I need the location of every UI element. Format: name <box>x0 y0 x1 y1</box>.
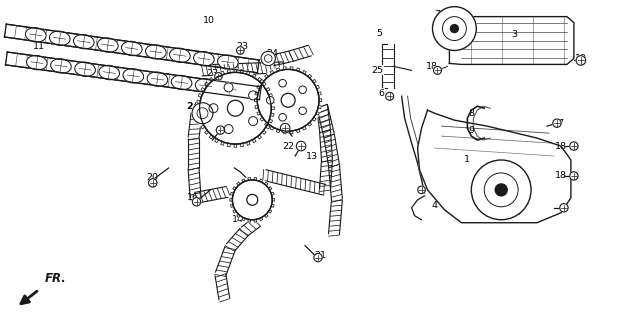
Text: 18: 18 <box>426 62 438 71</box>
Ellipse shape <box>195 79 216 93</box>
Ellipse shape <box>172 75 192 90</box>
Text: 21: 21 <box>314 251 326 260</box>
Text: 8: 8 <box>468 109 474 118</box>
Circle shape <box>495 184 507 196</box>
Ellipse shape <box>74 34 94 49</box>
Text: 23: 23 <box>207 69 218 78</box>
Text: 6: 6 <box>379 89 385 98</box>
Ellipse shape <box>75 62 95 76</box>
Circle shape <box>247 194 258 205</box>
Circle shape <box>570 172 578 180</box>
Text: 12: 12 <box>236 135 248 145</box>
Circle shape <box>193 197 201 206</box>
Circle shape <box>261 51 275 66</box>
Text: 24: 24 <box>194 106 207 115</box>
Circle shape <box>214 73 222 80</box>
Circle shape <box>192 103 213 124</box>
Circle shape <box>230 177 275 222</box>
Circle shape <box>209 104 218 113</box>
Circle shape <box>224 83 233 92</box>
Text: 15: 15 <box>205 119 216 128</box>
Text: 4: 4 <box>431 201 438 210</box>
Text: 14: 14 <box>232 215 244 224</box>
Circle shape <box>216 126 225 134</box>
Text: 20: 20 <box>147 173 159 183</box>
Ellipse shape <box>123 69 143 83</box>
Text: 22: 22 <box>282 142 294 150</box>
Text: 13: 13 <box>306 151 318 161</box>
Text: 9: 9 <box>468 126 474 135</box>
Circle shape <box>553 119 561 127</box>
Circle shape <box>570 142 578 150</box>
Circle shape <box>237 47 244 54</box>
Circle shape <box>279 80 286 87</box>
Ellipse shape <box>122 41 142 56</box>
Text: 16: 16 <box>186 193 198 202</box>
Circle shape <box>266 96 274 104</box>
Circle shape <box>433 7 476 51</box>
Circle shape <box>280 123 290 133</box>
Text: 23: 23 <box>236 42 248 51</box>
Ellipse shape <box>26 55 47 70</box>
Ellipse shape <box>51 59 71 73</box>
Circle shape <box>433 66 442 74</box>
Text: 22: 22 <box>292 116 304 125</box>
Circle shape <box>418 186 426 194</box>
Text: 10: 10 <box>202 16 214 25</box>
Ellipse shape <box>220 82 240 96</box>
Circle shape <box>224 125 233 134</box>
Ellipse shape <box>97 38 118 52</box>
Circle shape <box>196 69 275 147</box>
Text: 7: 7 <box>435 10 440 19</box>
Circle shape <box>248 117 257 126</box>
Text: 11: 11 <box>33 42 45 51</box>
Circle shape <box>299 86 307 93</box>
Polygon shape <box>449 17 574 65</box>
Text: 2: 2 <box>514 208 520 217</box>
Ellipse shape <box>193 52 214 66</box>
Ellipse shape <box>170 48 190 63</box>
Circle shape <box>281 93 295 107</box>
Text: 24: 24 <box>186 102 199 111</box>
Text: 18: 18 <box>555 142 567 150</box>
Ellipse shape <box>26 28 46 42</box>
Circle shape <box>451 24 458 32</box>
Text: 18: 18 <box>555 171 567 180</box>
Ellipse shape <box>218 55 238 69</box>
Text: 3: 3 <box>511 30 517 39</box>
Circle shape <box>471 160 531 220</box>
Circle shape <box>386 92 394 100</box>
Text: 25: 25 <box>372 66 384 75</box>
Text: 1: 1 <box>465 156 470 164</box>
Ellipse shape <box>49 31 70 45</box>
Text: 17: 17 <box>553 119 565 128</box>
Polygon shape <box>417 110 571 223</box>
Text: 19: 19 <box>575 54 587 63</box>
Text: 5: 5 <box>377 29 383 38</box>
Text: FR.: FR. <box>45 273 67 286</box>
Circle shape <box>314 253 322 262</box>
Text: 24: 24 <box>266 49 278 58</box>
Circle shape <box>148 179 157 187</box>
Ellipse shape <box>147 72 168 86</box>
Circle shape <box>279 114 286 121</box>
Circle shape <box>248 91 257 100</box>
Circle shape <box>576 56 586 65</box>
Circle shape <box>299 107 307 114</box>
Circle shape <box>227 100 243 116</box>
Ellipse shape <box>99 66 120 80</box>
Circle shape <box>255 66 322 134</box>
Text: 12: 12 <box>259 119 271 128</box>
Ellipse shape <box>145 45 166 59</box>
Circle shape <box>296 141 306 151</box>
Circle shape <box>560 204 568 212</box>
